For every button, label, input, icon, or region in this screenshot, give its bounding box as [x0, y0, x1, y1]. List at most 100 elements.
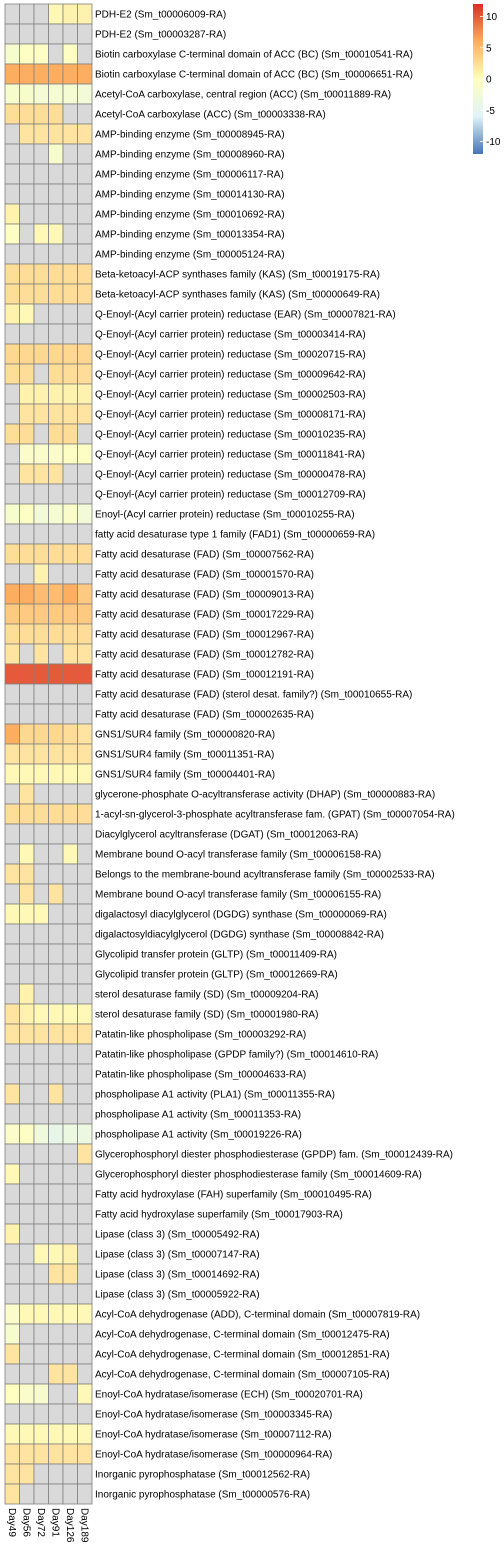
heatmap-cell [19, 1263, 35, 1285]
heatmap-cell [4, 1303, 20, 1325]
heatmap-cell [77, 763, 93, 785]
row-label: Belongs to the membrane-bound acyltransf… [95, 870, 435, 881]
heatmap-cell [33, 1063, 49, 1085]
row-label: Membrane bound O-acyl transferase family… [95, 890, 381, 901]
row-label: digalactosyl diacylglycerol (DGDG) synth… [95, 910, 387, 921]
heatmap-cell [4, 663, 20, 685]
heatmap-cell [48, 83, 64, 105]
heatmap-cell [4, 763, 20, 785]
heatmap-cell [77, 643, 93, 665]
heatmap-cell [19, 103, 35, 125]
heatmap-cell [4, 1343, 20, 1365]
heatmap-cell [33, 723, 49, 745]
legend-ticks: 10 5 0 -5 -10 [480, 12, 501, 148]
heatmap-cell [62, 363, 78, 385]
heatmap-cell [77, 1203, 93, 1225]
heatmap-cell [19, 1143, 35, 1165]
heatmap-cell [77, 623, 93, 645]
heatmap-cell [48, 1063, 64, 1085]
heatmap-cell [62, 823, 78, 845]
legend-tick-label: 5 [486, 43, 492, 54]
heatmap-cell [77, 443, 93, 465]
heatmap-cell [4, 1203, 20, 1225]
heatmap-cell [33, 243, 49, 265]
heatmap-cell [77, 1223, 93, 1245]
heatmap-cell [48, 1023, 64, 1045]
legend-color-bar [473, 4, 483, 154]
heatmap-cell [62, 983, 78, 1005]
heatmap-cell [4, 1163, 20, 1185]
heatmap-cell [48, 1083, 64, 1105]
heatmap-cell [62, 803, 78, 825]
heatmap-cell [33, 983, 49, 1005]
heatmap-cell [62, 703, 78, 725]
heatmap-cell [33, 663, 49, 685]
heatmap-cell [19, 1223, 35, 1245]
heatmap-cell [33, 1263, 49, 1285]
heatmap-cell [62, 683, 78, 705]
heatmap-cell [4, 463, 20, 485]
heatmap-cell [4, 963, 20, 985]
row-label: PDH-E2 (Sm_t00006009-RA) [95, 10, 226, 21]
row-label: Acyl-CoA dehydrogenase, C-terminal domai… [95, 1330, 390, 1341]
heatmap-cell [62, 483, 78, 505]
heatmap-cell [4, 23, 20, 45]
heatmap-cell [33, 1023, 49, 1045]
row-label: sterol desaturase family (SD) (Sm_t00001… [95, 1010, 318, 1021]
row-label: digalactosyldiacylglycerol (DGDG) syntha… [95, 930, 384, 941]
heatmap-cell [48, 963, 64, 985]
heatmap-cell [62, 763, 78, 785]
row-labels: PDH-E2 (Sm_t00006009-RA) PDH-E2 (Sm_t0000… [95, 10, 455, 1501]
row-label: AMP-binding enzyme (Sm_t00014130-RA) [95, 190, 285, 201]
heatmap-cell [19, 1163, 35, 1185]
heatmap-cell [33, 1323, 49, 1345]
row-label: Fatty acid desaturase (FAD) (Sm_t0001722… [95, 610, 314, 621]
heatmap-cell [48, 23, 64, 45]
row-label: Enoyl-(Acyl carrier protein) reductase (… [95, 510, 355, 521]
row-label: AMP-binding enzyme (Sm_t00006117-RA) [95, 170, 284, 181]
heatmap-cell [4, 483, 20, 505]
row-label: Q-Enoyl-(Acyl carrier protein) reductase… [95, 330, 366, 341]
heatmap-cell [4, 243, 20, 265]
heatmap-cell [33, 1103, 49, 1125]
heatmap-cell [62, 343, 78, 365]
row-label: AMP-binding enzyme (Sm_t00005124-RA) [95, 250, 285, 261]
heatmap-cell [4, 1063, 20, 1085]
heatmap-cell [62, 143, 78, 165]
heatmap-cell [62, 1143, 78, 1165]
heatmap-cell [62, 1323, 78, 1345]
heatmap-cell [48, 1423, 64, 1445]
heatmap-cell [33, 263, 49, 285]
heatmap-cell [33, 1343, 49, 1365]
heatmap-cell [62, 543, 78, 565]
heatmap-cell [48, 463, 64, 485]
heatmap-cell [48, 123, 64, 145]
heatmap-cell [19, 123, 35, 145]
heatmap-cell [62, 1223, 78, 1245]
heatmap-cell [4, 283, 20, 305]
heatmap-cell [77, 243, 93, 265]
heatmap-cell [4, 383, 20, 405]
row-label: Acetyl-CoA carboxylase (ACC) (Sm_t000033… [95, 110, 326, 121]
heatmap-cell [33, 1483, 49, 1505]
heatmap-cell [4, 443, 20, 465]
heatmap-cell [4, 723, 20, 745]
heatmap-cell [77, 743, 93, 765]
heatmap-cell [62, 523, 78, 545]
row-label: Diacylglycerol acyltransferase (DGAT) (S… [95, 830, 358, 841]
heatmap-cell [48, 263, 64, 285]
heatmap-cell [33, 183, 49, 205]
heatmap-cell [48, 1043, 64, 1065]
heatmap-cell [48, 283, 64, 305]
heatmap-cell [77, 1343, 93, 1365]
heatmap-cell [19, 683, 35, 705]
row-label: Lipase (class 3) (Sm_t00005922-RA) [95, 1290, 260, 1301]
heatmap-cell [33, 83, 49, 105]
heatmap-cell [62, 3, 78, 25]
heatmap-cell [62, 183, 78, 205]
heatmap-cell [77, 1143, 93, 1165]
heatmap-cell [48, 843, 64, 865]
heatmap-cell [62, 923, 78, 945]
heatmap-cell [19, 463, 35, 485]
heatmap-cell [48, 243, 64, 265]
